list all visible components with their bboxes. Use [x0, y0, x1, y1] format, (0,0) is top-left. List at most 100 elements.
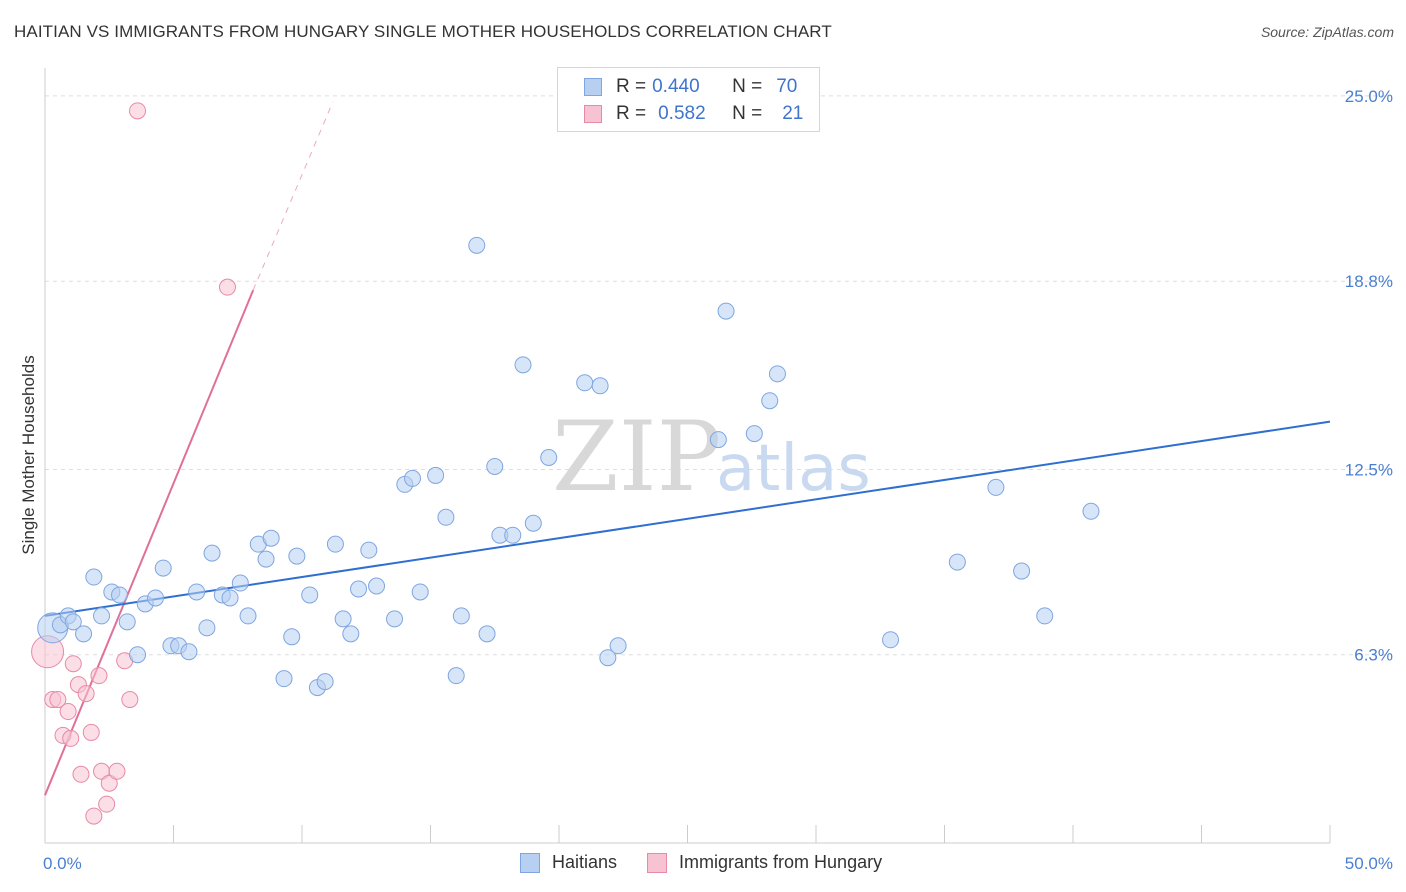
point-haitians — [118, 613, 136, 631]
series-swatch-pink — [647, 852, 668, 873]
point-haitians — [180, 643, 198, 661]
point-haitians — [129, 646, 147, 664]
point-haitians — [411, 583, 429, 601]
point-haitians — [1036, 607, 1054, 625]
point-haitians — [368, 577, 386, 595]
point-hungary — [90, 667, 108, 685]
x-tick-label-max: 50.0% — [1345, 854, 1393, 873]
point-haitians — [404, 469, 422, 487]
series-legend: Haitians Immigrants from Hungary — [520, 852, 912, 873]
point-haitians — [745, 425, 763, 443]
point-haitians — [350, 580, 368, 598]
point-haitians — [591, 377, 609, 395]
point-haitians — [468, 236, 486, 254]
watermark-atlas: atlas — [716, 432, 871, 506]
point-haitians — [288, 547, 306, 565]
point-haitians — [301, 586, 319, 604]
point-hungary — [64, 655, 82, 673]
y-tick-labels: 6.3% 12.5% 18.8% 25.0% — [1345, 87, 1393, 665]
source-label: Source: ZipAtlas.com — [1260, 24, 1394, 40]
point-haitians — [1013, 562, 1031, 580]
legend-n-value: 70 — [776, 76, 798, 97]
point-haitians — [504, 526, 522, 544]
point-hungary — [82, 723, 100, 741]
point-haitians — [154, 559, 172, 577]
point-haitians — [447, 667, 465, 685]
series-legend-label: Haitians — [552, 852, 618, 872]
series-legend-label: Immigrants from Hungary — [679, 852, 883, 872]
point-haitians — [188, 583, 206, 601]
legend-r-label: R = — [616, 76, 647, 97]
legend-n-value: 21 — [782, 103, 804, 124]
point-haitians — [326, 535, 344, 553]
correlation-legend: R = 0.440 N = 70 R = 0.582 N = 21 — [557, 67, 820, 132]
point-haitians — [198, 619, 216, 637]
series-legend-hungary: Immigrants from Hungary — [647, 852, 882, 873]
point-haitians — [342, 625, 360, 643]
legend-r-value: 0.582 — [658, 103, 706, 124]
series-legend-haitians: Haitians — [520, 852, 617, 873]
y-tick-label: 12.5% — [1345, 460, 1393, 479]
chart-title: HAITIAN VS IMMIGRANTS FROM HUNGARY SINGL… — [14, 22, 832, 41]
point-haitians — [427, 466, 445, 484]
point-haitians — [882, 631, 900, 649]
point-hungary — [77, 685, 95, 703]
point-hungary — [98, 795, 116, 813]
y-tick-label: 18.8% — [1345, 272, 1393, 291]
axes — [44, 68, 1331, 844]
point-haitians — [239, 607, 257, 625]
watermark: ZIP atlas — [552, 401, 871, 513]
y-tick-label: 25.0% — [1345, 87, 1393, 106]
point-hungary — [72, 765, 90, 783]
trend-line-haitians — [44, 420, 1331, 617]
point-hungary — [129, 102, 147, 120]
point-haitians — [147, 589, 165, 607]
legend-n-label: N = — [732, 103, 763, 124]
point-haitians — [111, 586, 129, 604]
point-haitians — [231, 574, 249, 592]
points-hungary — [31, 102, 236, 825]
point-haitians — [203, 544, 221, 562]
point-haitians — [514, 356, 532, 374]
trend-line-hungary-solid — [44, 289, 255, 796]
point-hungary — [218, 278, 236, 296]
point-haitians — [609, 637, 627, 655]
legend-r-value: 0.440 — [652, 76, 700, 97]
point-haitians — [283, 628, 301, 646]
point-hungary — [49, 691, 67, 709]
point-haitians — [386, 610, 404, 628]
point-haitians — [221, 589, 239, 607]
point-haitians — [437, 508, 455, 526]
x-tick-label-min: 0.0% — [43, 854, 82, 873]
y-axis-label: Single Mother Households — [19, 355, 38, 554]
legend-r-label: R = — [616, 103, 647, 124]
legend-n-label: N = — [732, 76, 763, 97]
legend-row-haitians: R = 0.440 N = 70 — [584, 75, 797, 99]
point-haitians — [334, 610, 352, 628]
point-haitians — [360, 541, 378, 559]
point-haitians — [576, 374, 594, 392]
point-hungary — [59, 703, 77, 721]
point-haitians — [93, 607, 111, 625]
point-haitians — [1082, 502, 1100, 520]
trend-line-hungary-dashed — [252, 101, 334, 291]
points-haitians — [37, 236, 1100, 697]
trend-line-hungary — [44, 101, 334, 796]
point-haitians — [599, 649, 617, 667]
point-haitians — [761, 392, 779, 410]
point-haitians — [452, 607, 470, 625]
point-haitians — [262, 529, 280, 547]
point-hungary — [121, 691, 139, 709]
point-haitians — [540, 449, 558, 467]
point-haitians — [64, 613, 82, 631]
legend-swatch-blue — [584, 78, 602, 96]
point-haitians — [316, 673, 334, 691]
point-hungary — [108, 762, 126, 780]
y-tick-label: 6.3% — [1354, 646, 1393, 665]
legend-swatch-pink — [584, 105, 602, 123]
point-haitians — [717, 302, 735, 320]
point-haitians — [478, 625, 496, 643]
point-haitians — [486, 457, 504, 475]
point-haitians — [948, 553, 966, 571]
